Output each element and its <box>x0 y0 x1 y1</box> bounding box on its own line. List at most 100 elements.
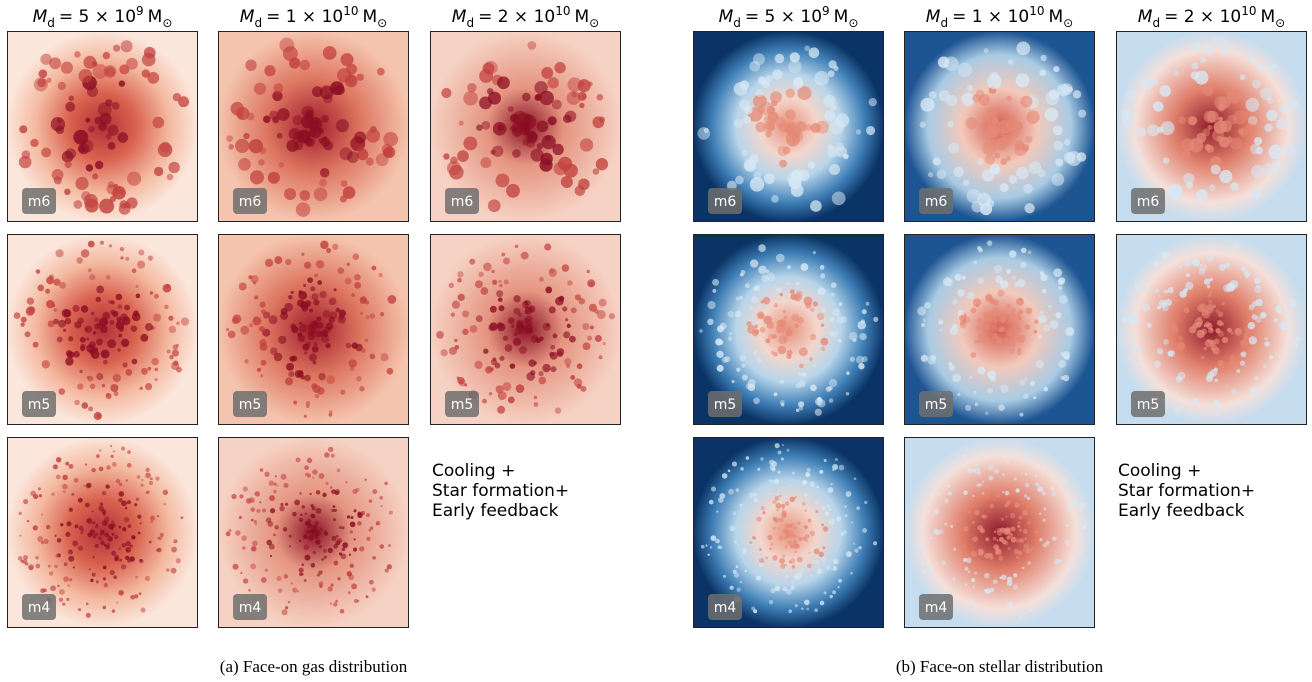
texture-dot <box>260 577 267 583</box>
texture-dot <box>92 521 96 525</box>
symbol: M <box>719 7 734 27</box>
texture-dot <box>834 458 838 462</box>
texture-dot <box>527 41 537 50</box>
texture-dot <box>256 367 262 372</box>
texture-dot <box>99 325 108 334</box>
texture-dot <box>763 121 775 133</box>
image-panel: m5 <box>693 234 884 425</box>
texture-dot <box>972 94 981 103</box>
texture-dot <box>801 371 807 378</box>
texture-dot <box>966 84 974 92</box>
texture-dot <box>1251 300 1258 307</box>
texture-dot <box>795 290 803 298</box>
texture-dot <box>772 526 776 531</box>
texture-dot <box>256 508 261 513</box>
texture-dot <box>284 606 289 610</box>
texture-dot <box>125 540 131 547</box>
texture-dot <box>319 290 327 299</box>
texture-dot <box>749 177 765 192</box>
texture-dot <box>1279 321 1289 331</box>
texture-dot <box>90 578 94 583</box>
texture-dot <box>267 171 280 184</box>
texture-dot <box>248 139 263 154</box>
texture-dot <box>1044 107 1059 122</box>
resolution-label: m4 <box>28 600 51 616</box>
texture-dot <box>1008 58 1014 65</box>
texture-dot <box>332 505 336 508</box>
texture-dot <box>318 582 323 587</box>
texture-dot <box>576 363 583 370</box>
texture-dot <box>137 531 141 535</box>
texture-dot <box>1219 169 1233 184</box>
texture-dot <box>598 355 603 360</box>
unit-subscript: ⊙ <box>589 16 599 30</box>
texture-dot <box>1241 352 1246 357</box>
texture-dot <box>99 198 115 214</box>
texture-dot <box>770 351 775 355</box>
texture-dot <box>64 160 72 169</box>
texture-dot <box>852 542 855 545</box>
texture-dot <box>138 249 145 256</box>
texture-dot <box>314 273 318 278</box>
texture-dot <box>803 296 813 306</box>
texture-dot <box>1181 138 1195 152</box>
sub-figure: Md = 5 × 109 M⊙ Md = 1 × 1010 M⊙ Md = 2 × 1010 M… <box>7 4 621 676</box>
texture-dot <box>824 511 830 517</box>
texture-dot <box>1218 136 1230 148</box>
texture-dot <box>1037 486 1044 493</box>
exponent: 9 <box>136 4 144 18</box>
texture-dot <box>803 492 808 497</box>
texture-dot <box>1173 70 1180 77</box>
texture-dot <box>46 77 52 83</box>
texture-dot <box>316 316 322 322</box>
texture-dot <box>552 143 564 156</box>
texture-dot <box>245 59 257 71</box>
texture-dot <box>821 556 827 562</box>
texture-dot <box>111 550 117 556</box>
texture-dot <box>946 484 951 488</box>
texture-dot <box>715 538 720 544</box>
texture-dot <box>115 478 121 484</box>
texture-dot <box>522 138 530 146</box>
texture-dot <box>1202 43 1215 56</box>
texture-dot <box>57 584 60 588</box>
texture-dot <box>753 286 759 292</box>
texture-dot <box>805 539 809 542</box>
texture-dot <box>378 273 383 278</box>
texture-dot <box>977 339 982 343</box>
texture-dot <box>1229 279 1239 289</box>
texture-dot <box>758 265 767 274</box>
texture-dot <box>113 391 119 397</box>
texture-dot <box>13 312 21 319</box>
texture-dot <box>285 258 292 266</box>
texture-dot <box>865 301 870 306</box>
texture-dot <box>796 281 800 286</box>
texture-dot <box>1020 95 1033 108</box>
texture-dot <box>325 322 334 331</box>
texture-dot <box>507 396 515 404</box>
texture-dot <box>962 463 966 466</box>
texture-dot <box>244 359 249 364</box>
texture-dot <box>280 312 289 321</box>
texture-dot <box>333 288 337 292</box>
texture-dot <box>1156 348 1164 355</box>
texture-dot <box>753 397 760 405</box>
texture-dot <box>814 71 829 86</box>
texture-dot <box>344 277 352 285</box>
texture-dot <box>1001 490 1005 494</box>
texture-dot <box>88 125 95 133</box>
texture-dot <box>815 559 820 565</box>
texture-dot <box>41 147 52 158</box>
texture-dot <box>566 91 581 105</box>
texture-dot <box>458 120 464 126</box>
image-frame <box>218 31 409 222</box>
texture-dot <box>1043 386 1049 392</box>
texture-dot <box>988 475 994 481</box>
texture-dot <box>72 540 79 547</box>
texture-dot <box>109 570 115 576</box>
texture-dot <box>113 575 117 579</box>
texture-dot <box>304 351 308 355</box>
texture-dot <box>1033 396 1037 400</box>
texture-dot <box>539 158 553 172</box>
texture-dot <box>129 556 135 562</box>
